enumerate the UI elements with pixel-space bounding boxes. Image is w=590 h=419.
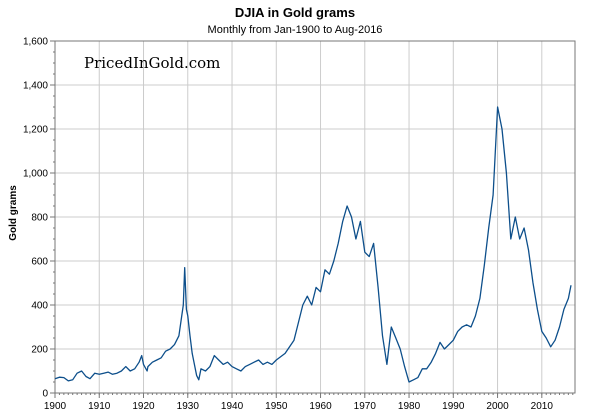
- watermark: PricedInGold.com: [84, 54, 220, 72]
- y-axis-label: Gold grams: [8, 185, 19, 241]
- x-tick-label: 1930: [177, 401, 200, 412]
- x-tick-label: 1940: [221, 401, 244, 412]
- x-tick-label: 1990: [442, 401, 465, 412]
- y-tick-label: 800: [31, 213, 48, 224]
- x-tick-label: 1950: [265, 401, 288, 412]
- y-tick-label: 0: [42, 389, 48, 400]
- y-tick-label: 1,600: [23, 37, 48, 48]
- x-tick-label: 1980: [398, 401, 421, 412]
- y-tick-label: 1,000: [23, 169, 48, 180]
- y-tick-label: 1,400: [23, 81, 48, 92]
- gridlines: [55, 41, 575, 393]
- x-tick-label: 2010: [531, 401, 554, 412]
- y-tick-label: 600: [31, 257, 48, 268]
- x-tick-label: 1970: [354, 401, 377, 412]
- chart-subtitle: Monthly from Jan-1900 to Aug-2016: [208, 24, 383, 36]
- x-tick-label: 1910: [88, 401, 111, 412]
- series-line: [54, 106, 572, 383]
- y-tick-label: 1,200: [23, 125, 48, 136]
- y-tick-label: 400: [31, 301, 48, 312]
- x-tick-label: 2000: [486, 401, 509, 412]
- x-tick-label: 1900: [44, 401, 67, 412]
- x-axis: 1900 1910 1920 1930 1940 1950 1960 1970 1980 1990…: [44, 393, 574, 412]
- series-group: [54, 106, 572, 383]
- y-tick-label: 200: [31, 345, 48, 356]
- x-tick-label: 1960: [309, 401, 332, 412]
- chart-title: DJIA in Gold grams: [235, 5, 355, 20]
- x-tick-label: 1920: [132, 401, 155, 412]
- y-axis: 0 200 400 600 800 1,000 1,200 1,400 1,600: [23, 37, 55, 400]
